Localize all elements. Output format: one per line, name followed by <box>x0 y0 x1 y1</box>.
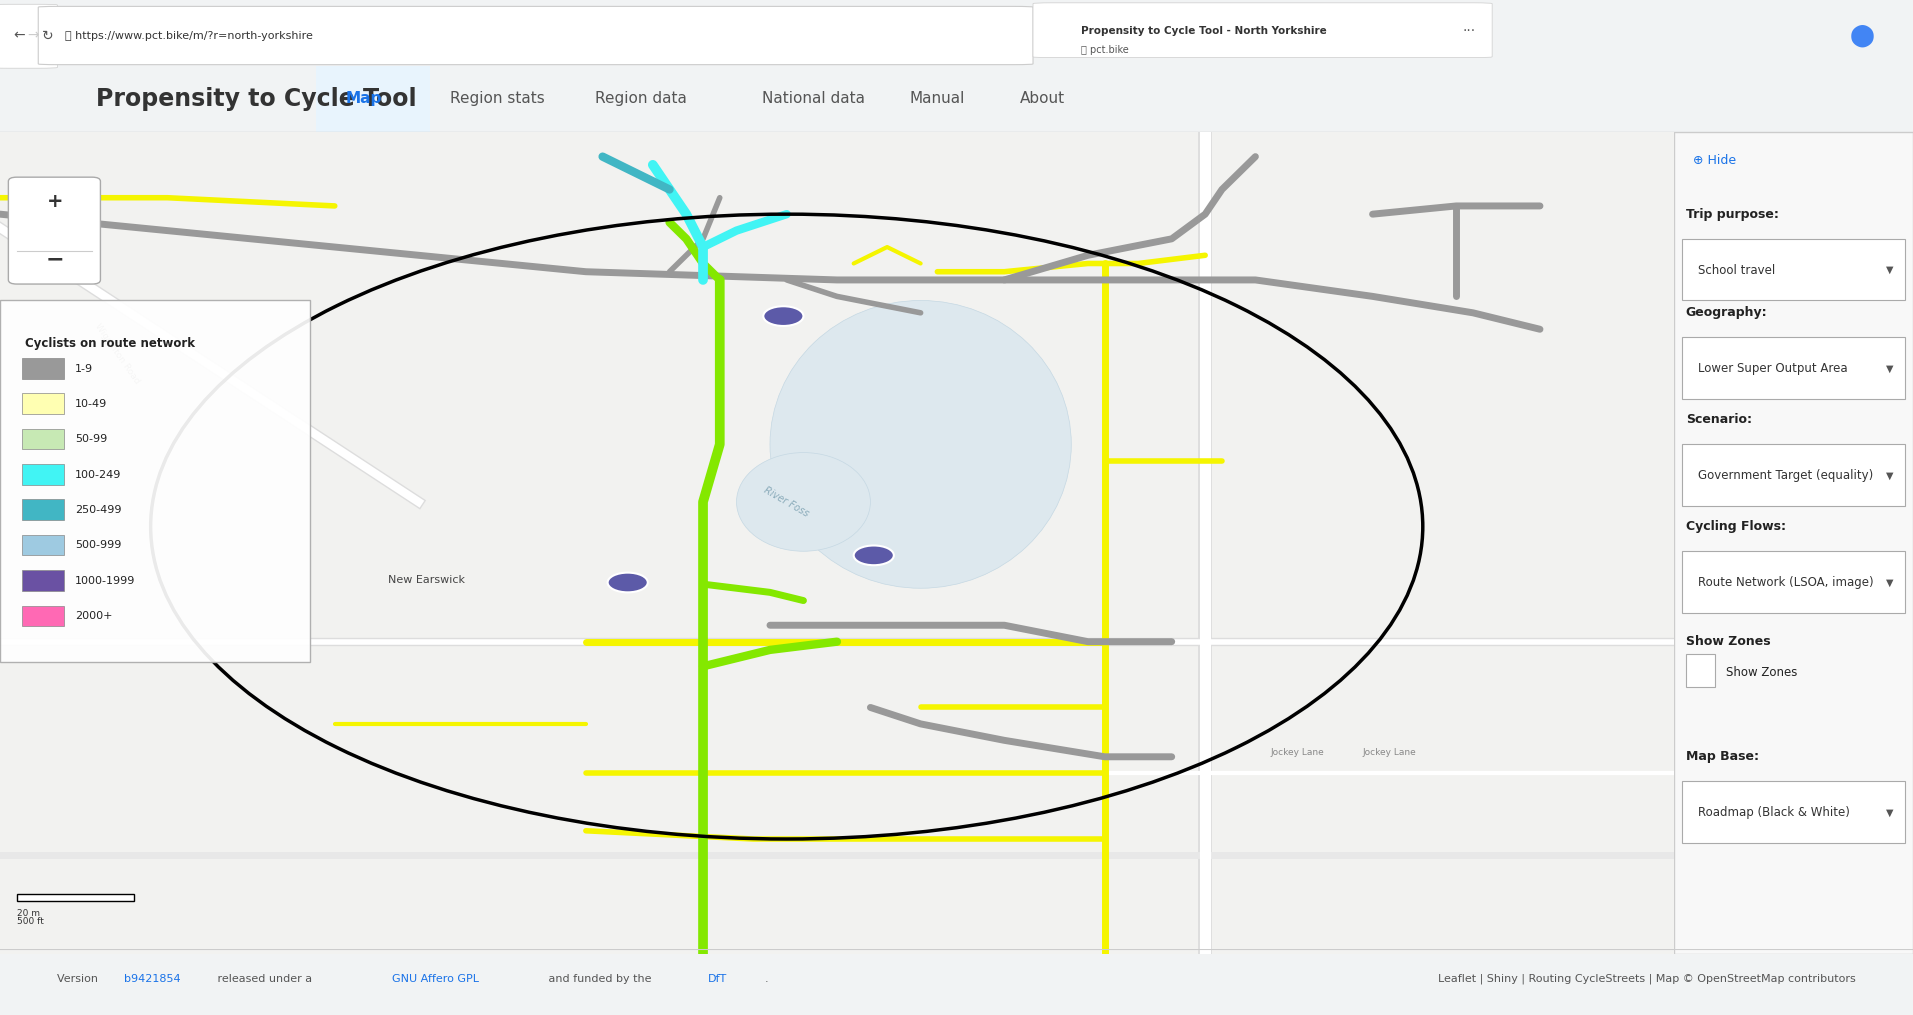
Text: ▼: ▼ <box>1886 808 1894 818</box>
Text: School travel: School travel <box>1699 264 1775 276</box>
Text: Leaflet | Shiny | Routing CycleStreets | Map © OpenStreetMap contributors: Leaflet | Shiny | Routing CycleStreets |… <box>1439 973 1856 984</box>
FancyBboxPatch shape <box>1033 3 1492 58</box>
Text: Manual: Manual <box>911 91 964 107</box>
Text: Wigginton Road: Wigginton Road <box>94 322 142 386</box>
Text: About: About <box>1020 91 1066 107</box>
Ellipse shape <box>737 453 870 551</box>
Text: ▼: ▼ <box>1886 471 1894 481</box>
Text: Jockey Lane: Jockey Lane <box>1362 748 1416 757</box>
Bar <box>21 570 63 591</box>
Text: DfT: DfT <box>708 973 727 984</box>
Text: New Earswick: New Earswick <box>388 576 465 585</box>
Text: →: → <box>27 28 38 43</box>
Text: National data: National data <box>761 91 865 107</box>
Text: ···: ··· <box>1463 23 1475 38</box>
Circle shape <box>853 545 893 565</box>
FancyBboxPatch shape <box>316 66 430 132</box>
Text: 250-499: 250-499 <box>75 505 122 516</box>
Text: +: + <box>48 192 63 211</box>
Text: Jockey Lane: Jockey Lane <box>1270 748 1324 757</box>
Text: Cyclists on route network: Cyclists on route network <box>25 337 195 350</box>
Text: ▼: ▼ <box>1886 578 1894 588</box>
Bar <box>1685 654 1714 687</box>
Bar <box>21 464 63 484</box>
Text: 1-9: 1-9 <box>75 363 94 374</box>
Text: 10-49: 10-49 <box>75 399 107 409</box>
Text: Route Network (LSOA, image): Route Network (LSOA, image) <box>1699 576 1873 589</box>
Bar <box>21 606 63 626</box>
Text: Geography:: Geography: <box>1685 307 1768 320</box>
Text: 2000+: 2000+ <box>75 611 113 621</box>
FancyBboxPatch shape <box>0 300 310 662</box>
Text: 50-99: 50-99 <box>75 434 107 445</box>
Text: ↻: ↻ <box>42 28 54 43</box>
Text: Region data: Region data <box>595 91 687 107</box>
Text: ⬤: ⬤ <box>1850 24 1875 47</box>
Text: Scenario:: Scenario: <box>1685 413 1752 426</box>
Circle shape <box>608 572 649 593</box>
FancyBboxPatch shape <box>1682 551 1905 613</box>
Text: Map Base:: Map Base: <box>1685 750 1758 763</box>
Text: Map: Map <box>344 91 383 107</box>
Text: b9421854: b9421854 <box>124 973 182 984</box>
Bar <box>17 894 134 900</box>
Bar <box>21 428 63 450</box>
Text: Trip purpose:: Trip purpose: <box>1685 208 1779 220</box>
FancyBboxPatch shape <box>0 4 57 68</box>
FancyBboxPatch shape <box>8 178 99 284</box>
Text: Propensity to Cycle Tool: Propensity to Cycle Tool <box>96 87 417 111</box>
Circle shape <box>763 307 803 326</box>
Text: and funded by the: and funded by the <box>545 973 656 984</box>
Text: Show Zones: Show Zones <box>1726 666 1798 679</box>
Text: 500 ft: 500 ft <box>17 918 44 926</box>
Text: .: . <box>765 973 769 984</box>
Text: ←: ← <box>13 28 25 43</box>
Text: GNU Affero GPL: GNU Affero GPL <box>392 973 478 984</box>
Text: 500-999: 500-999 <box>75 541 122 550</box>
Bar <box>21 358 63 379</box>
Text: Version: Version <box>57 973 101 984</box>
Bar <box>21 394 63 414</box>
Text: River Foss: River Foss <box>763 485 811 519</box>
Text: 1000-1999: 1000-1999 <box>75 576 136 586</box>
Text: ▼: ▼ <box>1886 363 1894 374</box>
Text: −: − <box>46 250 65 269</box>
Text: Government Target (equality): Government Target (equality) <box>1699 469 1873 482</box>
Text: 🌐 pct.bike: 🌐 pct.bike <box>1081 45 1129 55</box>
Text: 20 m: 20 m <box>17 908 40 918</box>
Text: 🔒 https://www.pct.bike/m/?r=north-yorkshire: 🔒 https://www.pct.bike/m/?r=north-yorksh… <box>65 30 314 41</box>
Text: released under a: released under a <box>214 973 316 984</box>
Text: Lower Super Output Area: Lower Super Output Area <box>1699 362 1848 376</box>
FancyBboxPatch shape <box>1682 782 1905 843</box>
Text: 100-249: 100-249 <box>75 470 122 480</box>
Text: Show Zones: Show Zones <box>1685 635 1770 649</box>
Text: Region stats: Region stats <box>450 91 545 107</box>
FancyBboxPatch shape <box>1682 337 1905 399</box>
FancyBboxPatch shape <box>38 6 1033 65</box>
Bar <box>21 535 63 555</box>
FancyBboxPatch shape <box>1682 445 1905 506</box>
FancyBboxPatch shape <box>1682 239 1905 300</box>
Text: ▼: ▼ <box>1886 265 1894 275</box>
Text: ⊕ Hide: ⊕ Hide <box>1693 154 1737 167</box>
Text: Cycling Flows:: Cycling Flows: <box>1685 520 1787 533</box>
Text: Roadmap (Black & White): Roadmap (Black & White) <box>1699 806 1850 819</box>
Text: Propensity to Cycle Tool - North Yorkshire: Propensity to Cycle Tool - North Yorkshi… <box>1081 25 1326 36</box>
Ellipse shape <box>769 300 1071 589</box>
Bar <box>21 499 63 520</box>
